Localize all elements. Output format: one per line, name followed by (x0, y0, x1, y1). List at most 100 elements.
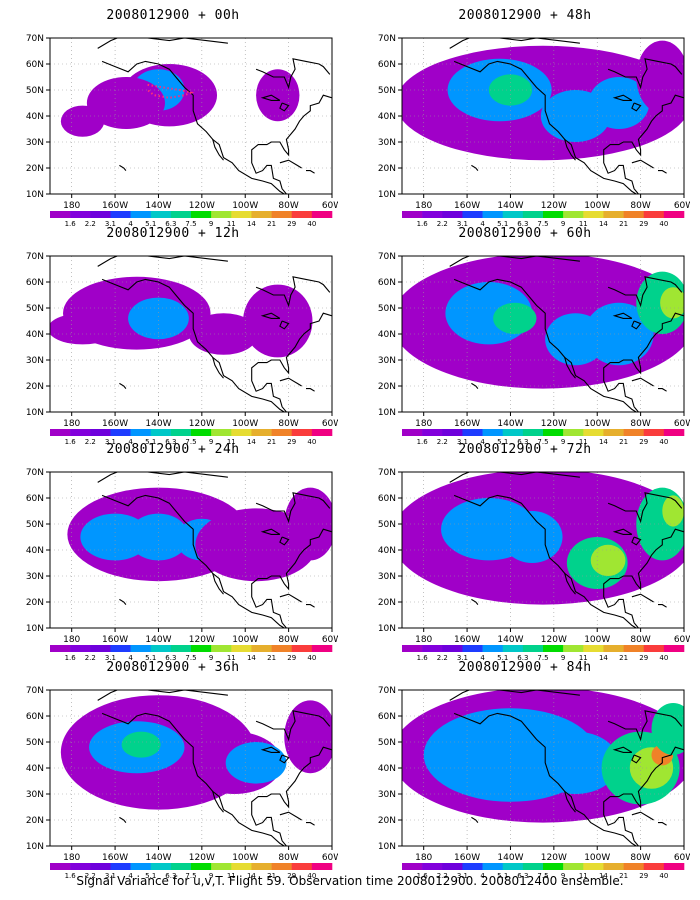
coastline (607, 58, 683, 90)
y-tick-label: 70N (26, 468, 44, 478)
colorbar-label: 21 (267, 654, 276, 662)
coastline (212, 357, 224, 379)
colorbar-swatch (462, 429, 483, 436)
colorbar-swatch (271, 645, 293, 652)
colorbar-label: 21 (619, 872, 628, 880)
coastline (119, 382, 127, 389)
colorbar-swatch (583, 645, 604, 652)
colorbar-swatch (583, 863, 604, 870)
y-tick-label: 70N (26, 686, 44, 696)
colorbar-label: 1.6 (417, 220, 429, 228)
coastline (658, 170, 667, 174)
x-tick-label: 180 (63, 635, 80, 645)
colorbar-swatch (150, 645, 172, 652)
colorbar-label: 21 (267, 220, 276, 228)
coastline (306, 604, 315, 608)
colorbar-label: 29 (287, 438, 296, 446)
variance-contour (662, 495, 684, 527)
y-tick-label: 30N (378, 138, 396, 148)
colorbar-label: 21 (619, 654, 628, 662)
coastline (260, 94, 281, 101)
variance-contour (188, 313, 259, 355)
coastline (306, 170, 315, 174)
coastline (97, 38, 228, 49)
colorbar-label: 6.3 (517, 438, 528, 446)
colorbar-swatch (50, 863, 71, 870)
x-tick-label: 180 (63, 853, 80, 863)
x-tick-label: 100W (584, 853, 610, 863)
x-tick-label: 60W (322, 853, 338, 863)
colorbar-label: 3.1 (457, 654, 468, 662)
colorbar-label: 7.5 (537, 872, 548, 880)
colorbar-label: 29 (287, 872, 296, 880)
y-tick-label: 20N (378, 382, 396, 392)
colorbar-label: 40 (307, 438, 316, 446)
colorbar-swatch (482, 429, 504, 436)
x-tick-label: 120W (541, 635, 567, 645)
x-tick-label: 140W (145, 419, 171, 429)
y-tick-label: 10N (26, 408, 44, 418)
colorbar-label: 4 (480, 654, 485, 662)
x-tick-label: 140W (145, 853, 171, 863)
x-tick-label: 160W (102, 635, 128, 645)
x-tick-label: 120W (189, 201, 215, 211)
colorbar-swatch (583, 429, 604, 436)
colorbar-swatch (422, 863, 443, 870)
y-tick-label: 20N (26, 598, 44, 608)
colorbar-swatch (402, 863, 423, 870)
colorbar-label: 14 (599, 654, 608, 662)
y-tick-label: 30N (378, 790, 396, 800)
x-tick-label: 140W (497, 201, 523, 211)
panel-title: 2008012900 + 48h (458, 8, 592, 23)
x-tick-label: 120W (189, 853, 215, 863)
colorbar-label: 1.6 (65, 872, 77, 880)
colorbar-label: 21 (619, 438, 628, 446)
colorbar-swatch (643, 863, 665, 870)
colorbar-label: 14 (247, 438, 256, 446)
y-tick-label: 20N (26, 382, 44, 392)
colorbar-swatch (502, 211, 524, 218)
colorbar-swatch (603, 429, 624, 436)
x-tick-label: 160W (454, 201, 480, 211)
colorbar-swatch (110, 211, 131, 218)
coastline (658, 822, 667, 826)
x-tick-label: 60W (322, 635, 338, 645)
x-tick-label: 80W (630, 419, 650, 429)
colorbar-swatch (543, 645, 564, 652)
colorbar-swatch (271, 863, 293, 870)
colorbar-swatch (563, 429, 584, 436)
variance-contour (121, 731, 161, 758)
panel-title: 2008012900 + 36h (106, 660, 240, 675)
colorbar-label: 21 (267, 438, 276, 446)
colorbar-label: 6.3 (517, 654, 528, 662)
variance-contour (225, 742, 287, 784)
coastline (631, 536, 642, 546)
map-panel: 2008012900 + 36h 180 160W 140W 120W 100W 80W 60… (8, 660, 338, 882)
colorbar-swatch (583, 211, 604, 218)
colorbar-swatch (211, 645, 232, 652)
y-tick-label: 10N (378, 842, 396, 852)
colorbar-label: 9 (561, 654, 565, 662)
colorbar-label: 1.6 (417, 872, 429, 880)
x-tick-label: 180 (415, 635, 432, 645)
x-tick-label: 80W (630, 635, 650, 645)
coastline (279, 811, 302, 821)
coastline (251, 94, 332, 194)
colorbar-swatch (170, 645, 192, 652)
colorbar-label: 3.1 (105, 438, 116, 446)
coastline (279, 159, 302, 169)
x-tick-label: 100W (232, 419, 258, 429)
y-tick-label: 10N (378, 624, 396, 634)
colorbar-swatch (462, 645, 483, 652)
y-tick-label: 40N (378, 330, 396, 340)
x-tick-label: 160W (454, 853, 480, 863)
x-tick-label: 60W (674, 635, 690, 645)
y-tick-label: 40N (378, 764, 396, 774)
variance-contour (651, 703, 684, 755)
colorbar-swatch (251, 645, 272, 652)
variance-contour (493, 302, 537, 334)
colorbar-swatch (623, 645, 645, 652)
coastline (612, 94, 633, 101)
colorbar-swatch (231, 863, 252, 870)
coastline (453, 494, 638, 628)
